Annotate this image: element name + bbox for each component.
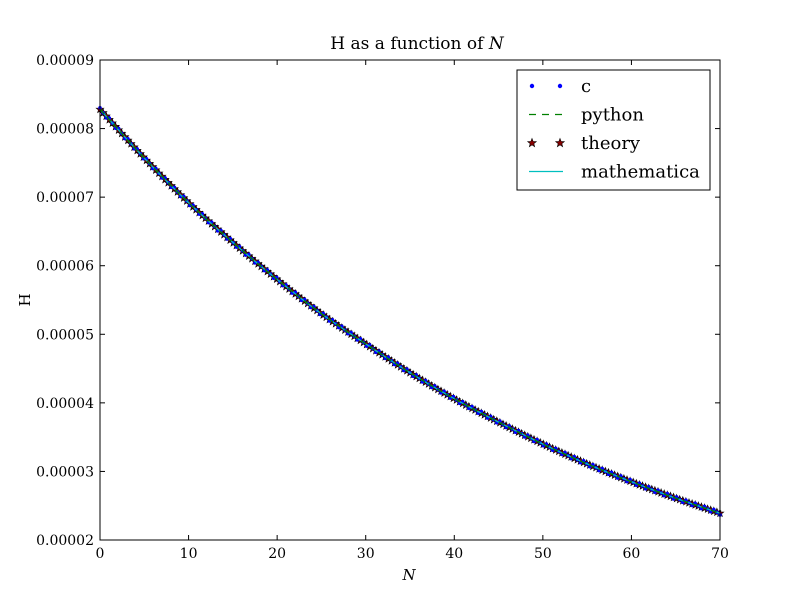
axes-frame <box>99 59 721 541</box>
legend-item-theory: theory <box>526 133 641 154</box>
x-tick-label: 20 <box>268 546 286 562</box>
legend-label: theory <box>581 133 641 154</box>
legend-item-python: python <box>529 105 644 126</box>
legend: c python theory mathematica <box>516 69 711 191</box>
legend-marker <box>557 83 563 89</box>
x-axis-label: N <box>401 566 416 584</box>
x-tick-label: 60 <box>623 546 641 562</box>
legend-item-c: c <box>529 76 591 97</box>
y-tick-label: 0.00003 <box>36 464 94 480</box>
plot-area <box>95 104 725 518</box>
y-tick-label: 0.00006 <box>36 259 94 275</box>
y-tick-label: 0.00005 <box>36 327 94 343</box>
x-tick-label: 50 <box>534 546 552 562</box>
legend-marker <box>554 137 566 148</box>
legend-item-mathematica: mathematica <box>529 162 700 183</box>
y-tick-label: 0.00002 <box>36 533 94 549</box>
x-tick-label: 0 <box>96 546 105 562</box>
x-tick-label: 70 <box>711 546 729 562</box>
axis-ticks: 0 10 20 30 40 50 60 70 0.00002 0.00003 0.00004 0.00… <box>36 53 729 562</box>
y-tick-label: 0.00009 <box>36 53 94 69</box>
chart-title: H as a function of N <box>330 34 505 54</box>
y-tick-label: 0.00004 <box>36 396 94 412</box>
legend-label: python <box>581 105 644 126</box>
y-tick-label: 0.00007 <box>36 190 94 206</box>
series-mathematica <box>99 108 721 514</box>
x-tick-label: 30 <box>357 546 375 562</box>
legend-label: mathematica <box>581 162 700 183</box>
y-axis-label: H <box>16 293 34 306</box>
legend-box <box>516 69 711 191</box>
x-tick-label: 40 <box>445 546 463 562</box>
legend-marker <box>526 137 538 148</box>
legend-label: c <box>581 76 591 97</box>
x-tick-label: 10 <box>180 546 198 562</box>
legend-marker <box>529 83 535 89</box>
y-tick-label: 0.00008 <box>36 122 94 138</box>
